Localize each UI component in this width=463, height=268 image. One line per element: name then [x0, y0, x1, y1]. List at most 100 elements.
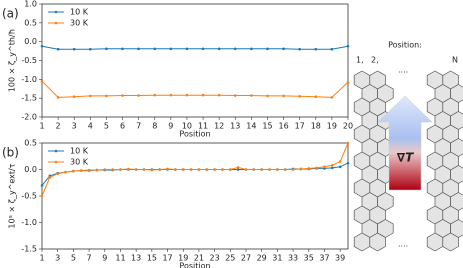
- x-tick-label: 11: [198, 122, 208, 131]
- data-point: [205, 168, 209, 171]
- data-point: [105, 47, 108, 51]
- data-point: [314, 95, 318, 98]
- data-point: [89, 94, 92, 98]
- data-point: [142, 168, 146, 171]
- data-point: [221, 168, 224, 171]
- x-tick-label: 27: [241, 254, 251, 263]
- y-tick-label: 1.0: [24, 0, 37, 9]
- x-tick-label: 35: [304, 254, 314, 263]
- data-point: [338, 165, 342, 169]
- series-line: [41, 80, 349, 98]
- data-point: [323, 165, 326, 169]
- data-point: [244, 168, 248, 171]
- x-axis-label: Position: [179, 130, 210, 139]
- y-tick-label: -1.5: [21, 94, 37, 103]
- position-label: 1,: [356, 56, 364, 65]
- x-axis-label: Position: [179, 262, 210, 268]
- data-point: [236, 166, 240, 169]
- data-point: [346, 81, 350, 84]
- ellipsis: ....: [398, 66, 408, 75]
- data-point: [72, 169, 75, 173]
- data-point: [56, 47, 60, 51]
- data-point: [56, 96, 60, 99]
- y-axis-label: 10⁵ × ζ_y^ext/τ: [8, 163, 17, 228]
- data-point: [150, 168, 154, 172]
- data-point: [134, 168, 138, 171]
- x-tick-label: 3: [55, 254, 60, 263]
- data-point: [153, 93, 157, 97]
- x-tick-label: 39: [335, 254, 345, 263]
- legend-label: 30 K: [70, 19, 89, 28]
- x-tick-label: 17: [295, 122, 305, 131]
- y-tick-label: -1.0: [21, 218, 37, 227]
- x-tick-label: 15: [262, 122, 272, 131]
- y-axis-label: 100 × ζ_y^th/ħ: [8, 29, 17, 92]
- data-point: [181, 168, 185, 171]
- arrow-label: ∇T: [397, 151, 414, 165]
- legend-marker: [54, 160, 58, 164]
- data-point: [105, 94, 108, 98]
- x-tick-label: 16: [278, 122, 288, 131]
- legend-marker: [54, 10, 58, 14]
- data-point: [338, 160, 342, 163]
- data-point: [89, 47, 92, 51]
- x-tick-label: 31: [272, 254, 282, 263]
- x-tick-label: 29: [257, 254, 267, 263]
- data-point: [158, 168, 161, 171]
- data-point: [189, 168, 193, 171]
- legend-marker: [54, 149, 58, 153]
- x-tick-label: 13: [230, 122, 240, 131]
- data-point: [268, 168, 271, 171]
- x-tick-label: 3: [72, 122, 77, 131]
- data-point: [331, 163, 334, 167]
- data-point: [346, 44, 350, 48]
- x-tick-label: 12: [214, 122, 224, 131]
- x-tick-label: 2: [56, 122, 61, 131]
- data-point: [121, 47, 124, 51]
- data-point: [307, 167, 311, 170]
- data-point: [64, 170, 67, 174]
- data-point: [315, 166, 318, 170]
- x-tick-label: 13: [131, 254, 141, 263]
- data-point: [282, 94, 285, 98]
- x-tick-label: 6: [120, 122, 125, 131]
- data-point: [282, 47, 285, 51]
- x-tick-label: 4: [88, 122, 93, 131]
- legend-label: 10 K: [70, 8, 89, 17]
- y-tick-label: 0.0: [24, 165, 37, 174]
- x-tick-label: 11: [115, 254, 125, 263]
- data-point: [95, 168, 99, 172]
- y-tick-label: -0.5: [21, 56, 37, 65]
- series-line: [41, 142, 349, 197]
- data-point: [127, 167, 130, 171]
- data-point: [169, 47, 173, 51]
- data-point: [346, 141, 350, 145]
- data-point: [283, 168, 287, 171]
- x-tick-label: 8: [152, 122, 157, 131]
- data-point: [169, 93, 173, 97]
- x-tick-label: 23: [210, 254, 220, 263]
- data-point: [346, 161, 350, 165]
- data-point: [185, 47, 189, 51]
- x-tick-label: 19: [178, 254, 188, 263]
- data-point: [121, 94, 124, 97]
- data-point: [213, 168, 216, 171]
- x-tick-label: 19: [327, 122, 337, 131]
- data-point: [298, 47, 301, 51]
- legend-label: 10 K: [70, 147, 89, 156]
- data-point: [252, 168, 256, 171]
- data-point: [40, 184, 44, 187]
- y-tick-label: 0.0: [24, 37, 37, 46]
- diagram-title: Position:: [388, 41, 422, 50]
- lattice: [353, 70, 463, 252]
- x-tick-label: 33: [288, 254, 298, 263]
- x-tick-label: 21: [194, 254, 204, 263]
- data-point: [331, 166, 334, 170]
- y-tick-label: -2.0: [21, 113, 37, 122]
- x-tick-label: 5: [71, 254, 76, 263]
- x-tick-label: 9: [102, 254, 107, 263]
- data-point: [72, 95, 76, 98]
- position-label: N: [452, 56, 458, 65]
- y-tick-label: 0.5: [24, 139, 37, 148]
